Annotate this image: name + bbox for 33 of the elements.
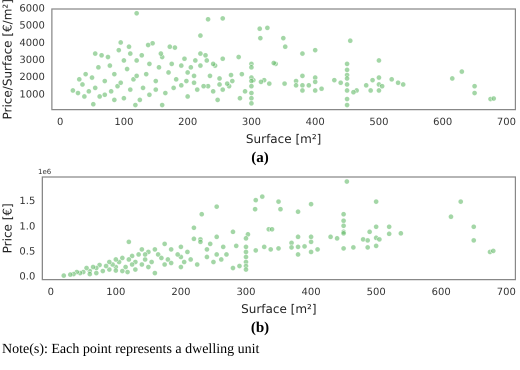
x-tick-label: 300 (236, 287, 256, 298)
x-tick-label: 400 (302, 287, 321, 298)
x-tick-label: 300 (242, 117, 261, 128)
x-tick-label: 0 (48, 287, 54, 298)
y-tick-label: 2000 (19, 72, 45, 84)
x-tick-label: 400 (306, 117, 325, 128)
x-tick-label: 200 (171, 287, 190, 298)
y-tick-label: 0.0 (19, 272, 36, 283)
x-tick-label: 600 (432, 287, 451, 298)
y-tick-label: 0.5 (19, 246, 36, 258)
x-tick-label: 0 (56, 117, 64, 128)
x-tick-label: 500 (369, 117, 388, 128)
x-tick-label: 100 (114, 117, 134, 128)
y-axis-title: Price/Surface [€/m²] (0, 0, 14, 120)
y-tick-label: 4000 (19, 38, 45, 49)
text: (b) (250, 319, 270, 338)
x-axis-title: Surface [m²] (241, 302, 317, 316)
y-tick-label: 5000 (19, 20, 45, 32)
text: Note(s): Each point represents a dwelling unit (1, 342, 260, 358)
x-axis-title: Surface [m²] (246, 132, 322, 146)
x-tick-label: 500 (366, 287, 386, 298)
x-tick-label: 100 (106, 287, 126, 298)
x-tick-label: 700 (496, 117, 516, 128)
y-tick-label: 1000 (19, 89, 45, 100)
text: (a) (250, 149, 270, 168)
x-tick-label: 700 (496, 287, 516, 298)
y-tick-label: 1.0 (19, 221, 36, 232)
y-tick-label: 3000 (19, 55, 45, 66)
y-tick-label: 6000 (19, 4, 45, 15)
y-axis-title: Price [€] (0, 203, 14, 254)
y-tick-label: 1.5 (19, 196, 36, 208)
x-tick-label: 600 (433, 117, 452, 128)
x-tick-label: 200 (178, 117, 198, 128)
